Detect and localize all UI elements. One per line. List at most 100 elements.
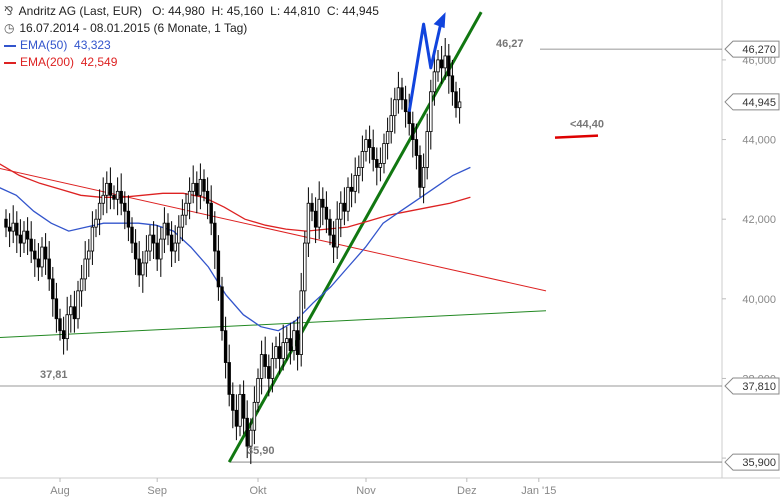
candle-body — [115, 190, 120, 200]
candle-body — [299, 290, 303, 355]
candle-body — [339, 202, 343, 220]
candle-body — [252, 401, 257, 431]
candle-body — [43, 246, 48, 260]
candle-body — [360, 151, 365, 168]
candle-body — [378, 163, 383, 168]
candle-body — [241, 393, 246, 419]
candle-body — [18, 234, 23, 244]
y-tick-label: 46,000 — [742, 55, 776, 67]
candle-body — [353, 174, 357, 192]
candle-body — [202, 178, 206, 192]
forecast-arrow-head — [433, 12, 446, 29]
candle-body — [425, 131, 429, 168]
candlestick-icon: ⅋ — [4, 4, 14, 18]
candle-body — [367, 139, 372, 148]
price-box-label: 35,900 — [742, 457, 776, 469]
candle-body — [231, 393, 235, 411]
candle-body — [209, 202, 213, 224]
candle-body — [119, 190, 123, 204]
price-box-label: 37,810 — [742, 381, 776, 393]
resistance-mark — [554, 134, 599, 139]
candle-body — [177, 226, 181, 244]
candle-body — [331, 234, 336, 248]
candle-body — [187, 190, 192, 204]
candle-body — [382, 143, 386, 164]
candle-body — [389, 115, 393, 132]
candle-body — [97, 202, 102, 220]
candle-body — [87, 250, 91, 260]
price-box — [724, 93, 780, 111]
candle-body — [112, 194, 116, 200]
candle-body — [47, 258, 51, 280]
candle-body — [303, 242, 307, 292]
candle-body — [306, 202, 311, 244]
candle-body — [335, 218, 339, 248]
candle-body — [162, 222, 167, 240]
trendline — [0, 168, 547, 292]
close-value: 44,945 — [342, 4, 379, 18]
candle-body — [22, 230, 26, 244]
x-tick-label: Okt — [249, 485, 266, 497]
candle-body — [173, 242, 177, 252]
candle-body — [216, 250, 221, 288]
candle-body — [295, 330, 300, 355]
candle-body — [396, 87, 401, 101]
candle-body — [65, 314, 69, 340]
y-tick-label: 44,000 — [742, 135, 776, 147]
candle-body — [457, 101, 462, 109]
legend-ema200-value: 42,549 — [80, 55, 118, 69]
candle-body — [328, 218, 332, 236]
candle-body — [29, 238, 33, 252]
candle-body — [33, 250, 37, 260]
candle-body — [375, 159, 379, 168]
chart-title: Andritz AG (Last, EUR) — [18, 4, 143, 18]
candle-body — [184, 202, 188, 216]
candle-body — [317, 198, 321, 228]
ema50-line — [0, 166, 471, 332]
candle-body — [403, 99, 408, 113]
candle-body — [169, 234, 174, 252]
candle-body — [454, 91, 458, 109]
candle-body — [159, 238, 163, 260]
candle-body — [414, 139, 419, 156]
candle-body — [137, 258, 141, 276]
candle-body — [123, 202, 127, 212]
x-tick-label: Dez — [457, 485, 477, 497]
candle-body — [205, 190, 210, 204]
candle-body — [101, 194, 105, 204]
price-box — [724, 377, 780, 395]
legend-ema50-name: EMA(50) — [20, 38, 68, 52]
chart-period: 16.07.2014 - 08.01.2015 (6 Monate, 1 Tag… — [19, 21, 248, 35]
candle-body — [357, 167, 361, 176]
candle-body — [429, 91, 433, 132]
legend-ema200-swatch — [4, 61, 16, 64]
candle-body — [364, 139, 368, 152]
candle-body — [256, 378, 260, 403]
high-label: H: — [211, 4, 224, 18]
candle-body — [61, 330, 66, 340]
candle-body — [220, 286, 224, 332]
candle-body — [180, 214, 185, 228]
low-label: L: — [270, 4, 281, 18]
legend-ema200: EMA(200) 42,549 — [4, 55, 117, 69]
candle-body — [432, 71, 437, 93]
candle-body — [11, 222, 15, 232]
candle-body — [263, 354, 267, 367]
annotation-label: 35,90 — [247, 445, 275, 457]
y-tick-label: 40,000 — [742, 294, 776, 306]
legend-ema50-value: 43,323 — [74, 38, 111, 52]
candle-body — [108, 182, 113, 196]
candle-body — [40, 246, 44, 268]
high-value: 45,160 — [226, 4, 264, 18]
chart-header-line1: ⅋ Andritz AG (Last, EUR) O: 44,980 H: 45… — [4, 4, 379, 18]
candle-body — [407, 111, 411, 125]
annotation-label: 37,81 — [40, 369, 68, 381]
chart-header-line2: ◷ 16.07.2014 - 08.01.2015 (6 Monate, 1 T… — [4, 21, 247, 35]
candle-body — [198, 178, 203, 196]
candle-body — [436, 59, 440, 73]
candle-body — [25, 230, 30, 240]
candle-body — [285, 338, 289, 344]
open-label: O: — [152, 4, 165, 18]
candle-body — [371, 147, 375, 160]
